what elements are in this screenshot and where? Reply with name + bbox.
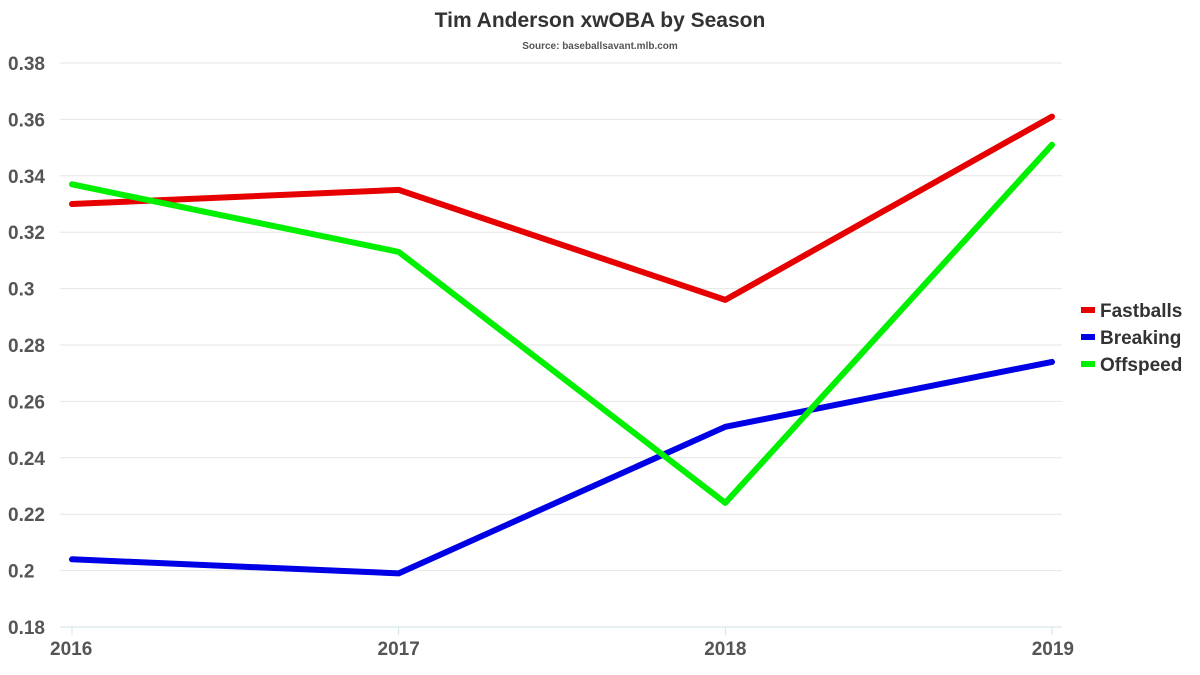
series-line-breaking [69,358,1055,577]
series-lines [69,113,1055,577]
series-line-offspeed [69,141,1055,506]
y-tick-label: 0.36 [8,110,45,131]
y-tick-label: 0.28 [8,336,45,357]
axes: 0.38 0.36 0.34 0.32 0.3 0.28 0.26 0.24 0.22 0.2 0.… [8,54,1074,660]
y-tick-label: 0.3 [8,280,34,301]
x-tick-label: 2018 [704,639,746,660]
y-tick-label: 0.34 [8,167,45,188]
grid [60,62,1062,572]
chart-title: Tim Anderson xwOBA by Season [435,9,766,32]
x-tick-label: 2016 [50,639,92,660]
legend-label-offspeed: Offspeed [1100,355,1182,376]
x-tick-label: 2017 [378,639,420,660]
chart-subtitle: Source: baseballsavant.mlb.com [522,41,678,52]
legend-swatch-breaking [1081,334,1095,340]
legend-label-breaking: Breaking [1100,328,1181,349]
y-tick-label: 0.24 [8,449,45,470]
legend-swatch-offspeed [1081,361,1095,367]
y-tick-label: 0.2 [8,562,34,583]
y-tick-label: 0.26 [8,392,45,413]
y-tick-label: 0.32 [8,223,45,244]
legend-label-fastballs: Fastballs [1100,301,1182,322]
x-tick-label: 2019 [1032,639,1074,660]
y-tick-label: 0.22 [8,505,45,526]
legend: Fastballs Breaking Offspeed [1081,301,1182,376]
series-line-fastballs [69,113,1055,303]
legend-swatch-fastballs [1081,307,1095,313]
y-tick-label: 0.38 [8,54,45,75]
y-tick-label: 0.18 [8,618,45,639]
